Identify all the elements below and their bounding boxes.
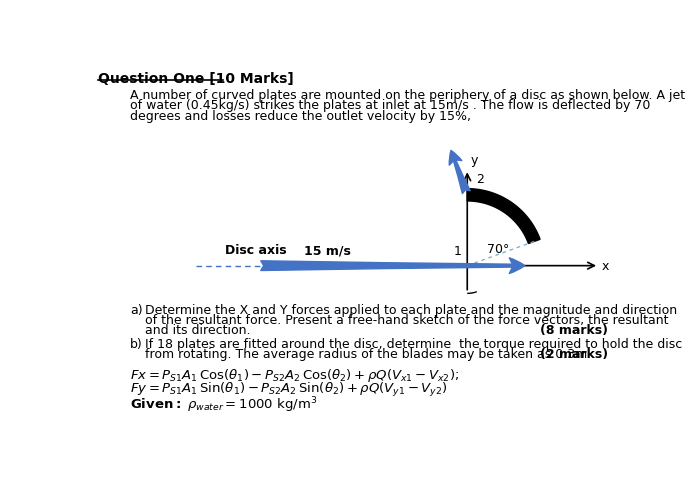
Text: b): b): [130, 338, 143, 351]
Text: 15 m/s: 15 m/s: [304, 244, 351, 257]
Text: A number of curved plates are mounted on the periphery of a disc as shown below.: A number of curved plates are mounted on…: [130, 88, 685, 102]
Text: (2 marks): (2 marks): [540, 348, 608, 361]
Text: of the resultant force. Present a free-hand sketch of the force vectors, the res: of the resultant force. Present a free-h…: [145, 314, 668, 327]
Text: 2: 2: [477, 172, 484, 186]
Text: $Fx = P_{S1}A_1\,\mathrm{Cos}(\theta_1) - P_{S2}A_2\,\mathrm{Cos}(\theta_2) + \r: $Fx = P_{S1}A_1\,\mathrm{Cos}(\theta_1) …: [130, 367, 459, 384]
Text: x: x: [601, 260, 609, 273]
Text: degrees and losses reduce the outlet velocity by 15%,: degrees and losses reduce the outlet vel…: [130, 110, 471, 123]
Text: Disc axis: Disc axis: [225, 244, 287, 257]
Text: $\bf{Given:}$ $\rho_{water}=1000\ \mathrm{kg/m^3}$: $\bf{Given:}$ $\rho_{water}=1000\ \mathr…: [130, 395, 317, 414]
Text: 1: 1: [453, 245, 461, 258]
Text: a): a): [130, 304, 143, 317]
Text: 70°: 70°: [487, 243, 510, 255]
Text: $Fy = P_{S1}A_1\,\mathrm{Sin}(\theta_1) - P_{S2}A_2\,\mathrm{Sin}(\theta_2) + \r: $Fy = P_{S1}A_1\,\mathrm{Sin}(\theta_1) …: [130, 381, 448, 399]
Text: (8 marks): (8 marks): [540, 324, 608, 337]
Text: from rotating. The average radius of the blades may be taken as 0.3m: from rotating. The average radius of the…: [145, 348, 587, 361]
Text: y: y: [470, 154, 477, 167]
Text: If 18 plates are fitted around the disc, determine  the torque required to hold : If 18 plates are fitted around the disc,…: [145, 338, 682, 351]
Text: Determine the X and Y forces applied to each plate and the magnitude and directi: Determine the X and Y forces applied to …: [145, 304, 677, 317]
Text: and its direction.: and its direction.: [145, 324, 251, 337]
Text: Question One [10 Marks]: Question One [10 Marks]: [98, 72, 294, 85]
Polygon shape: [468, 189, 540, 244]
Text: of water (0.45kg/s) strikes the plates at inlet at 15m/s . The flow is deflected: of water (0.45kg/s) strikes the plates a…: [130, 99, 650, 112]
